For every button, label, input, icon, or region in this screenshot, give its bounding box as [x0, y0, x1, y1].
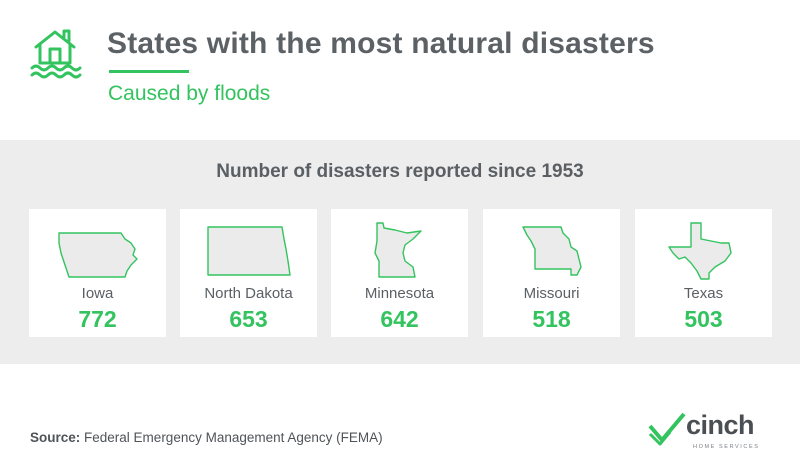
state-card-texas: Texas 503	[635, 209, 772, 337]
panel-heading: Number of disasters reported since 1953	[216, 161, 584, 182]
cinch-logo: cinch HOME SERVICES	[648, 408, 772, 454]
state-card-minnesota: Minnesota 642	[331, 209, 468, 337]
state-value: 518	[532, 306, 571, 332]
state-label: Minnesota	[364, 285, 435, 302]
stats-panel: Number of disasters reported since 1953 …	[0, 140, 800, 364]
state-value: 642	[380, 306, 419, 332]
state-card-iowa: Iowa 772	[29, 209, 166, 337]
logo-tagline: HOME SERVICES	[693, 444, 760, 450]
state-value: 503	[684, 306, 723, 332]
chart-subtitle: Caused by floods	[108, 82, 271, 105]
texas-map-icon	[668, 222, 732, 280]
chart-title: States with the most natural disasters	[107, 27, 655, 60]
iowa-map-icon	[58, 232, 138, 278]
source-note: Source: Federal Emergency Management Age…	[30, 430, 383, 445]
north-dakota-map-icon	[207, 226, 291, 276]
state-value: 653	[229, 306, 268, 332]
flooded-house-icon	[30, 29, 82, 79]
minnesota-map-icon	[374, 222, 422, 278]
state-label: Iowa	[81, 285, 114, 302]
missouri-map-icon	[522, 226, 582, 276]
state-label: North Dakota	[204, 285, 293, 302]
state-label: Missouri	[523, 285, 580, 302]
check-logo-icon	[648, 412, 686, 446]
source-label: Source:	[30, 430, 81, 445]
state-card-missouri: Missouri 518	[483, 209, 620, 337]
state-label: Texas	[683, 285, 724, 302]
state-card-north-dakota: North Dakota 653	[180, 209, 317, 337]
source-text: Federal Emergency Management Agency (FEM…	[84, 430, 383, 445]
state-value: 772	[78, 306, 117, 332]
logo-wordmark: cinch	[686, 410, 755, 440]
title-underline	[109, 70, 189, 73]
